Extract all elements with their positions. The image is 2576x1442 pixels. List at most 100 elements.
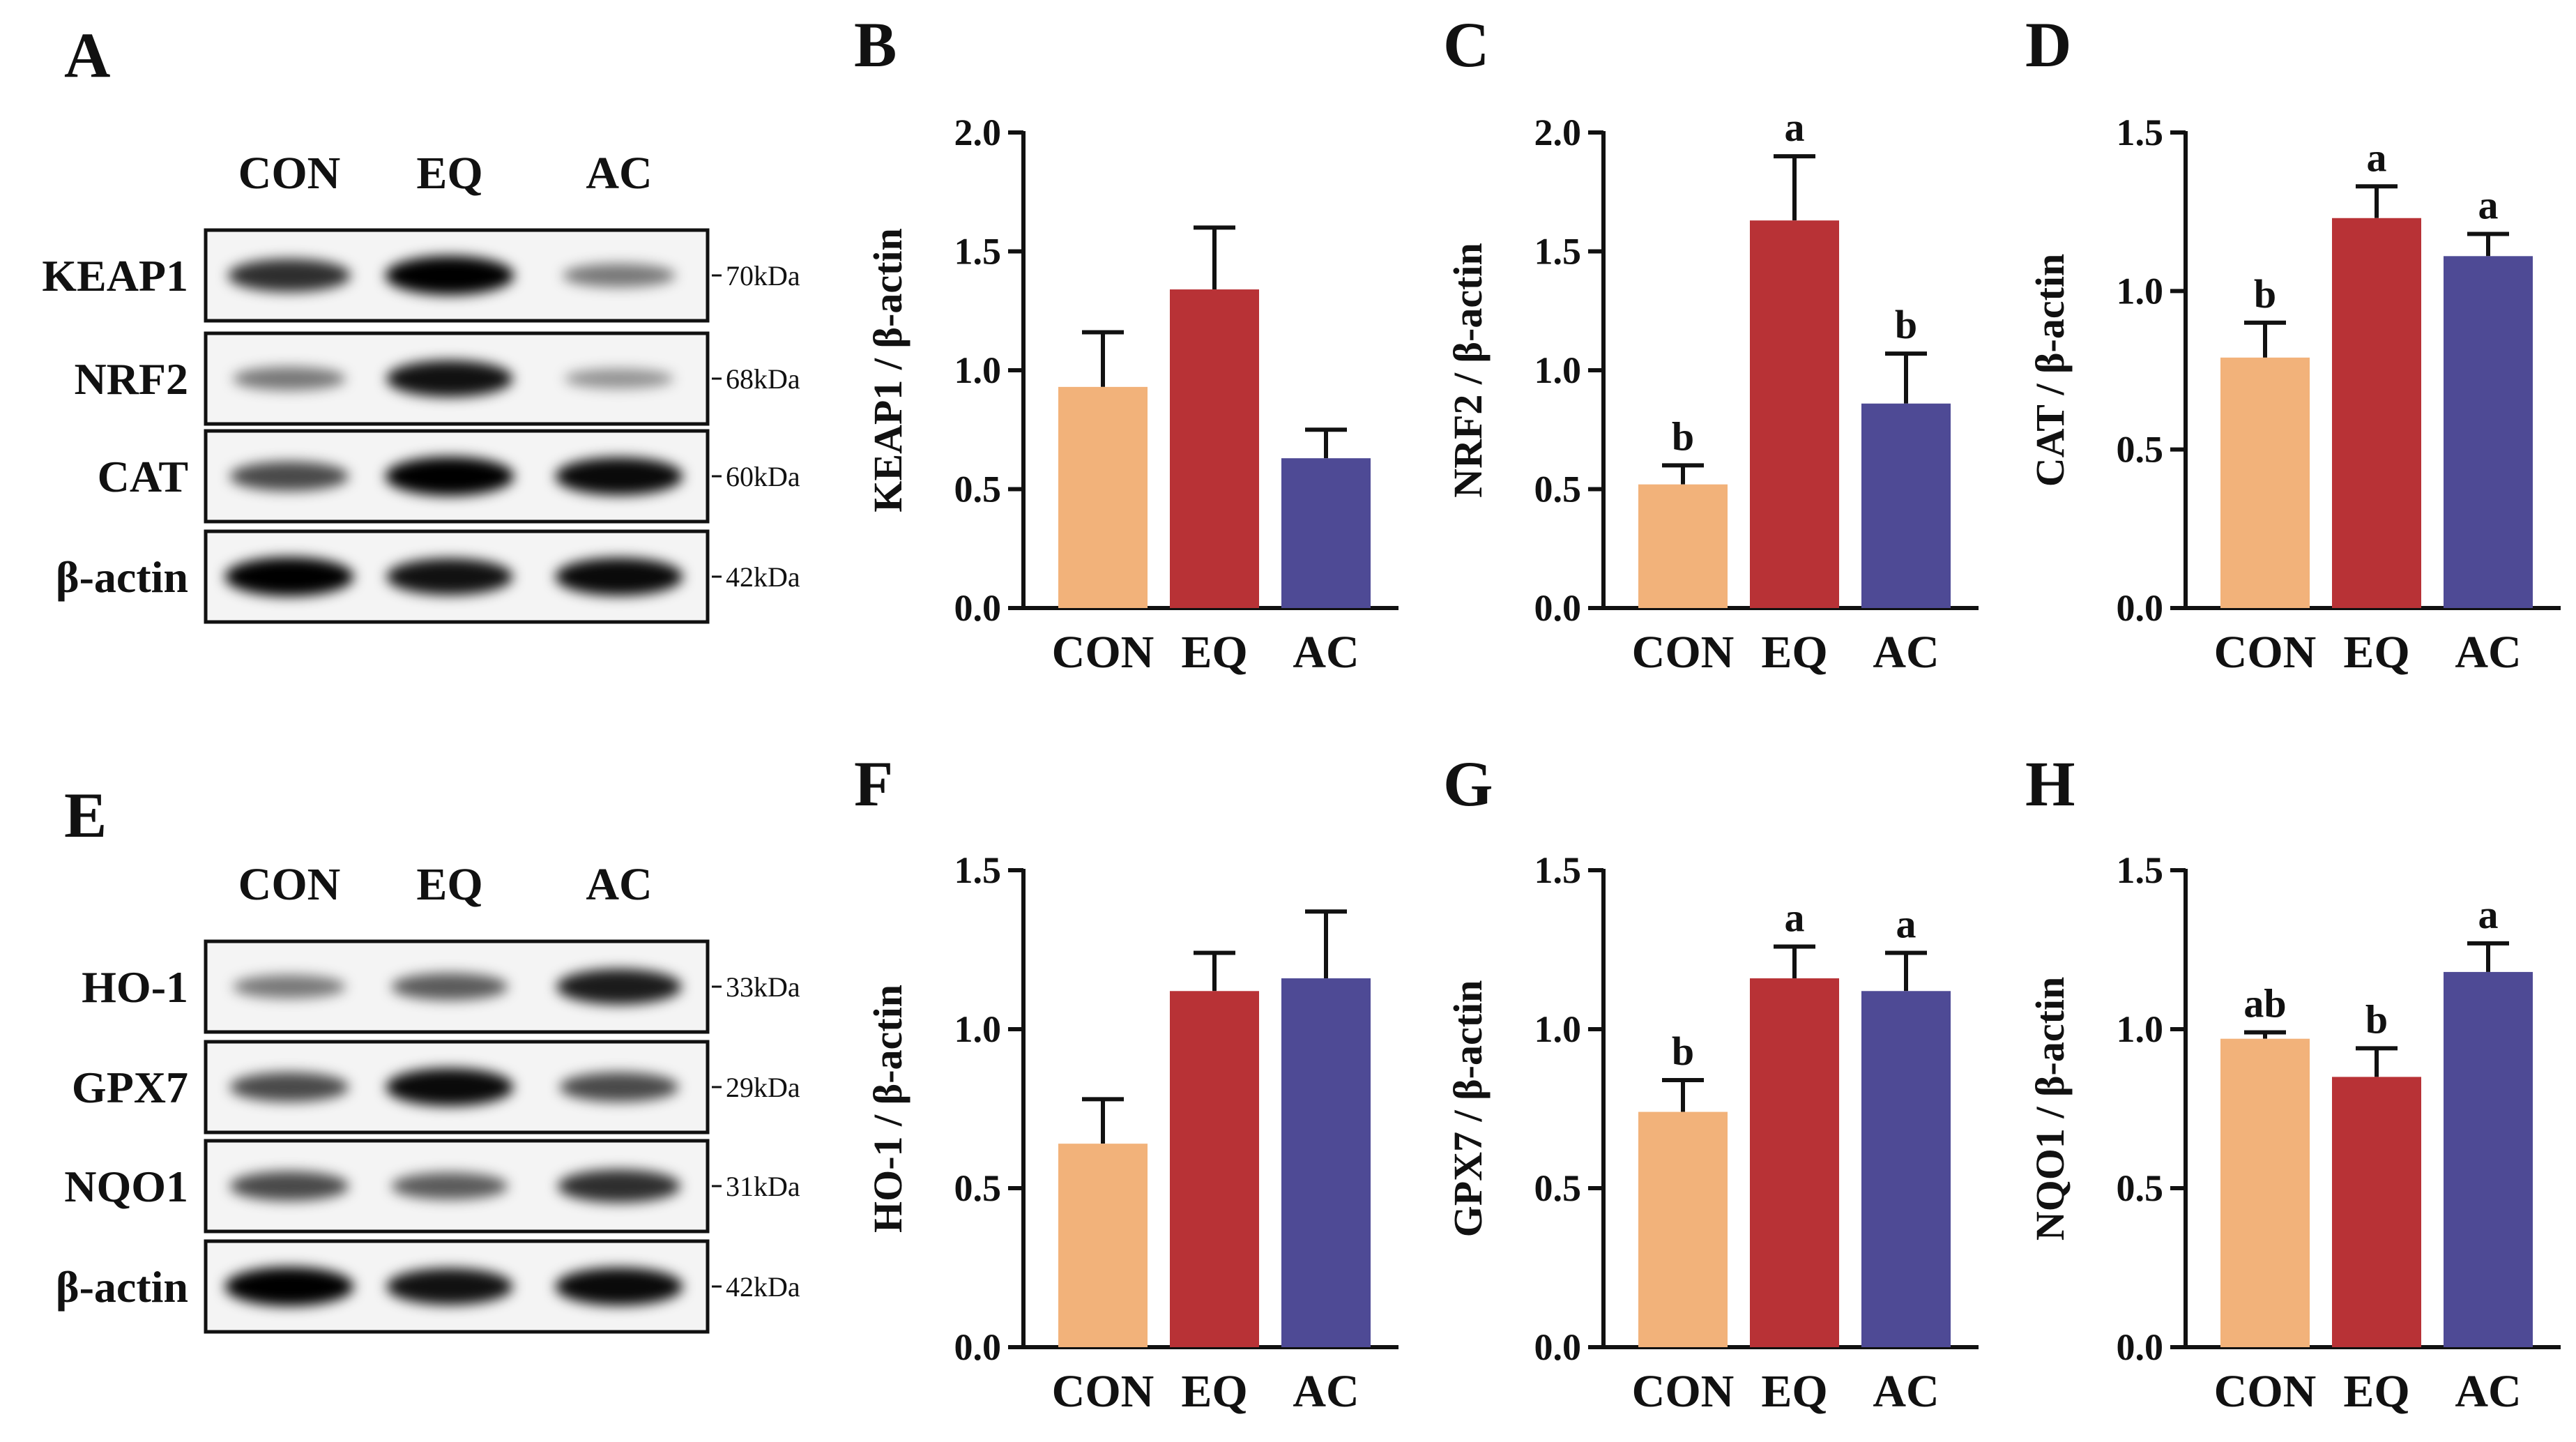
blot-band [564,368,674,389]
bar-con [1058,1144,1148,1347]
panel-letter: G [1443,748,1493,819]
lane-label-con: CON [238,148,341,199]
y-axis-label: KEAP1 / β-actin [865,228,910,513]
panel-letter: B [854,9,897,80]
blot-row: GPX7 29kDa [72,1040,800,1134]
y-axis-label: NQO1 / β-actin [2027,977,2073,1241]
panel-letter: E [64,780,107,851]
blot-band [555,557,683,596]
sig-label-con: b [1672,413,1694,459]
x-tick-label-con: CON [1632,1366,1735,1417]
blot-band [391,1172,508,1200]
blot-row: NQO1 31kDa [64,1139,800,1234]
blot-panel-A: A CON EQ AC KEAP1 70kDa NRF2 68kDa CAT 60kDa β-act… [42,20,800,624]
y-tick-label: 1.5 [2117,849,2164,891]
blot-band [385,457,515,496]
kda-label: 42kDa [726,1271,800,1303]
y-tick-label: 0.5 [954,469,1002,510]
bar-ac [2444,971,2533,1347]
sig-label-con: b [1672,1029,1694,1074]
x-tick-label-ac: AC [1873,627,1939,678]
y-tick-label: 0.5 [2117,429,2164,471]
kda-label: 33kDa [726,971,800,1003]
blot-band [224,557,354,596]
y-tick-label: 1.0 [2117,1008,2164,1050]
kda-label: 42kDa [726,561,800,593]
x-tick-label-con: CON [1632,627,1735,678]
x-tick-label-con: CON [1052,1366,1154,1417]
y-axis-label: GPX7 / β-actin [1445,980,1491,1238]
y-tick-label: 0.0 [1534,1326,1582,1368]
blot-row: β-actin 42kDa [56,529,800,624]
lane-label-eq: EQ [416,859,482,910]
x-tick-label-con: CON [2214,627,2317,678]
sig-label-eq: b [2365,996,2388,1042]
x-tick-label-ac: AC [2455,627,2521,678]
blot-row: CAT 60kDa [98,429,800,524]
y-tick-label: 1.5 [1534,849,1582,891]
y-tick-label: 1.0 [954,1008,1002,1050]
panel-letter: F [854,748,893,819]
y-tick-label: 1.0 [2117,270,2164,312]
sig-label-con: ab [2243,981,2286,1026]
blot-band [227,259,351,292]
x-tick-label-eq: EQ [1761,627,1827,678]
blot-band [386,360,513,397]
panel-letter: A [64,20,110,91]
y-tick-label: 2.0 [954,112,1002,153]
bar-con [1638,484,1728,608]
bar-eq [1750,978,1839,1347]
x-tick-label-ac: AC [1293,627,1359,678]
blot-band [386,1068,514,1107]
blot-row: NRF2 68kDa [74,331,800,426]
blot-row: HO-1 33kDa [82,939,800,1034]
y-tick-label: 0.5 [2117,1167,2164,1209]
x-tick-label-ac: AC [2455,1366,2521,1417]
bar-chart-B: B 0.0 0.5 1.0 1.5 2.0 KEAP1 / β-actin CON EQ AC [854,9,1398,678]
sig-label-eq: a [1785,105,1805,150]
sig-label-ac: b [1895,302,1917,347]
x-tick-label-ac: AC [1873,1366,1939,1417]
y-tick-label: 0.5 [954,1167,1002,1209]
y-tick-label: 0.0 [1534,587,1582,629]
x-tick-label-con: CON [1052,627,1154,678]
bar-chart-H: H 0.0 0.5 1.0 1.5 NQO1 / β-actin ab CON b EQ a AC [2025,748,2561,1417]
protein-label: β-actin [56,1262,188,1312]
blot-band [557,1169,681,1203]
x-tick-label-ac: AC [1293,1366,1359,1417]
blot-band [556,969,682,1005]
bar-con [1058,386,1148,608]
sig-label-eq: a [1785,895,1805,940]
sig-label-eq: a [2367,135,2387,180]
bar-ac [2444,256,2533,608]
bar-eq [2332,218,2421,608]
bar-ac [1281,978,1371,1347]
y-tick-label: 1.5 [954,231,1002,273]
bar-eq [1750,220,1839,608]
y-tick-label: 0.0 [2117,587,2164,629]
lane-label-eq: EQ [416,148,482,199]
blot-band [385,256,515,295]
y-tick-label: 1.0 [1534,349,1582,391]
lane-label-ac: AC [586,859,652,910]
blot-row: β-actin 42kDa [56,1239,800,1334]
panel-letter: D [2025,9,2071,80]
kda-label: 60kDa [726,461,800,492]
blot-band [386,1268,513,1305]
panel-letter: C [1443,9,1489,80]
protein-label: β-actin [56,552,188,602]
blot-band [391,973,508,1001]
blot-panel-E: E CON EQ AC HO-1 33kDa GPX7 29kDa NQO1 31kDa β-act… [56,780,800,1334]
panel-letter: H [2025,748,2075,819]
blot-band [229,461,349,492]
bar-chart-C: C 0.0 0.5 1.0 1.5 2.0 NRF2 / β-actin b CON a EQ b AC [1443,9,1979,678]
y-tick-label: 0.5 [1534,1167,1582,1209]
blot-band [559,1072,679,1102]
lane-label-ac: AC [586,148,652,199]
blot-band [232,975,346,999]
sig-label-ac: a [1896,902,1916,947]
y-tick-label: 1.0 [1534,1008,1582,1050]
protein-label: CAT [98,452,188,501]
bar-chart-F: F 0.0 0.5 1.0 1.5 HO-1 / β-actin CON EQ AC [854,748,1398,1417]
y-axis-label: CAT / β-actin [2027,254,2073,487]
